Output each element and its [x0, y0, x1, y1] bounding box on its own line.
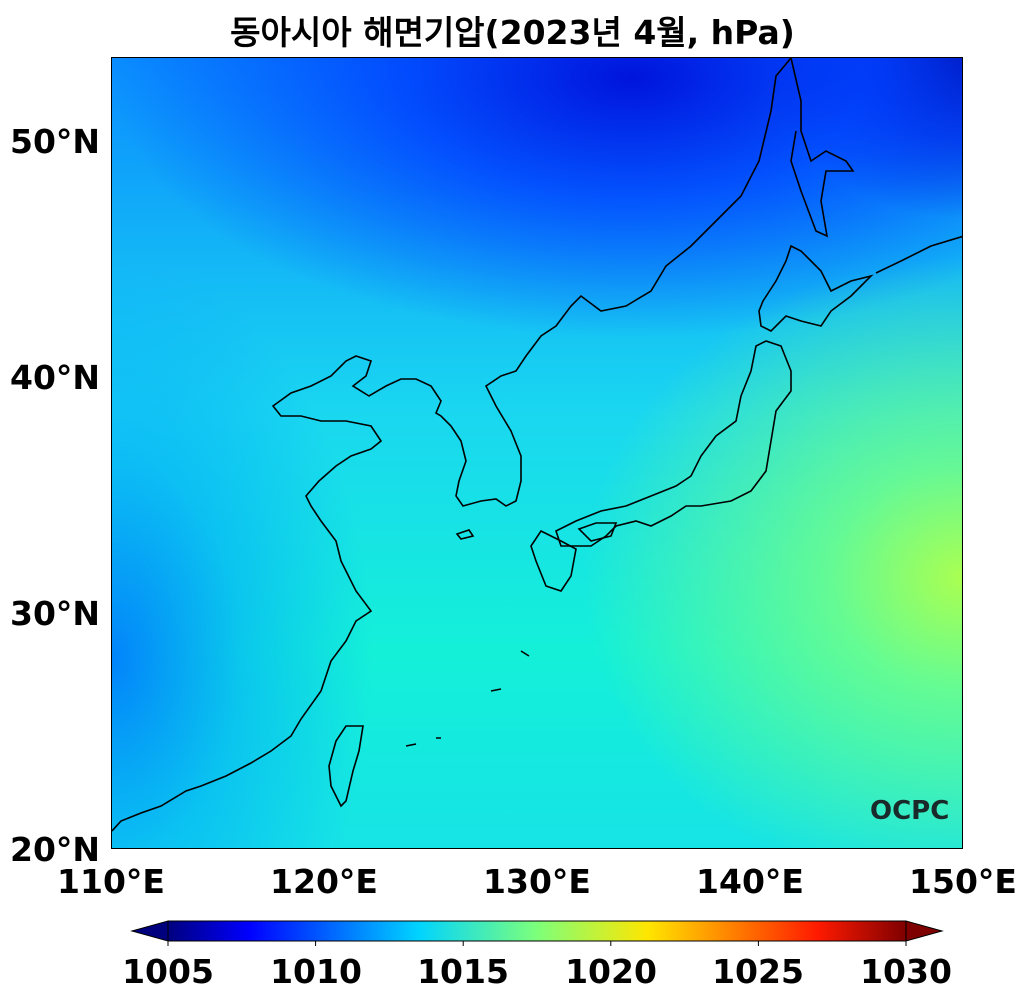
china-korea-russia-coast: [112, 58, 792, 832]
colorbar-tick-label: 1025: [712, 952, 804, 991]
colorbar-tick-label: 1010: [270, 952, 362, 991]
y-tick-label: 30°N: [10, 594, 101, 633]
y-tick-label: 50°N: [10, 122, 101, 161]
coastlines: [112, 58, 962, 832]
map-title: 동아시아 해면기압(2023년 4월, hPa): [230, 13, 795, 52]
x-tick-label: 120°E: [270, 862, 378, 901]
y-tick-label: 20°N: [10, 830, 101, 869]
colorbar-body: [167, 920, 907, 942]
x-tick-label: 140°E: [696, 862, 804, 901]
x-tick-label: 110°E: [57, 862, 165, 901]
ocpc-logo: OCPC: [870, 796, 950, 826]
ryukyu-islands: [405, 650, 530, 747]
shikoku-coast: [577, 522, 618, 542]
sakhalin-coast: [790, 58, 855, 238]
colorbar-tick-label: 1005: [122, 952, 214, 991]
kuril-coast: [875, 235, 962, 274]
colorbar-tick-label: 1015: [417, 952, 509, 991]
colorbar-ticks: [167, 941, 907, 946]
y-tick-label: 40°N: [10, 358, 101, 397]
x-tick-label: 130°E: [483, 862, 591, 901]
pressure-map: [111, 57, 963, 849]
jeju-coast: [455, 529, 475, 540]
colorbar-max-extend: [905, 920, 944, 942]
x-tick-label: 150°E: [909, 862, 1017, 901]
colorbar-min-extend: [130, 920, 169, 942]
colorbar-tick-label: 1030: [860, 952, 952, 991]
honshu-coast: [555, 340, 792, 547]
colorbar-tick-label: 1020: [565, 952, 657, 991]
taiwan-coast: [328, 725, 364, 808]
hokkaido-coast: [758, 244, 874, 332]
kyushu-coast: [530, 529, 577, 592]
